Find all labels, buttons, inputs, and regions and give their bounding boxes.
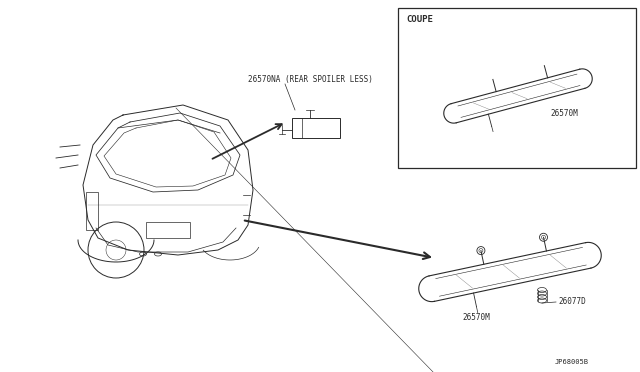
Text: COUPE: COUPE (406, 15, 433, 24)
Text: JP68005B: JP68005B (555, 359, 589, 365)
Bar (86, 192, 98, 230)
Text: 26570NA (REAR SPOILER LESS): 26570NA (REAR SPOILER LESS) (248, 75, 373, 84)
Text: 26077D: 26077D (558, 297, 586, 306)
Bar (146, 222, 190, 238)
Text: 26570M: 26570M (462, 313, 490, 322)
Text: 26570M: 26570M (550, 109, 578, 118)
Bar (292, 118, 340, 138)
Bar (398, 8, 636, 168)
